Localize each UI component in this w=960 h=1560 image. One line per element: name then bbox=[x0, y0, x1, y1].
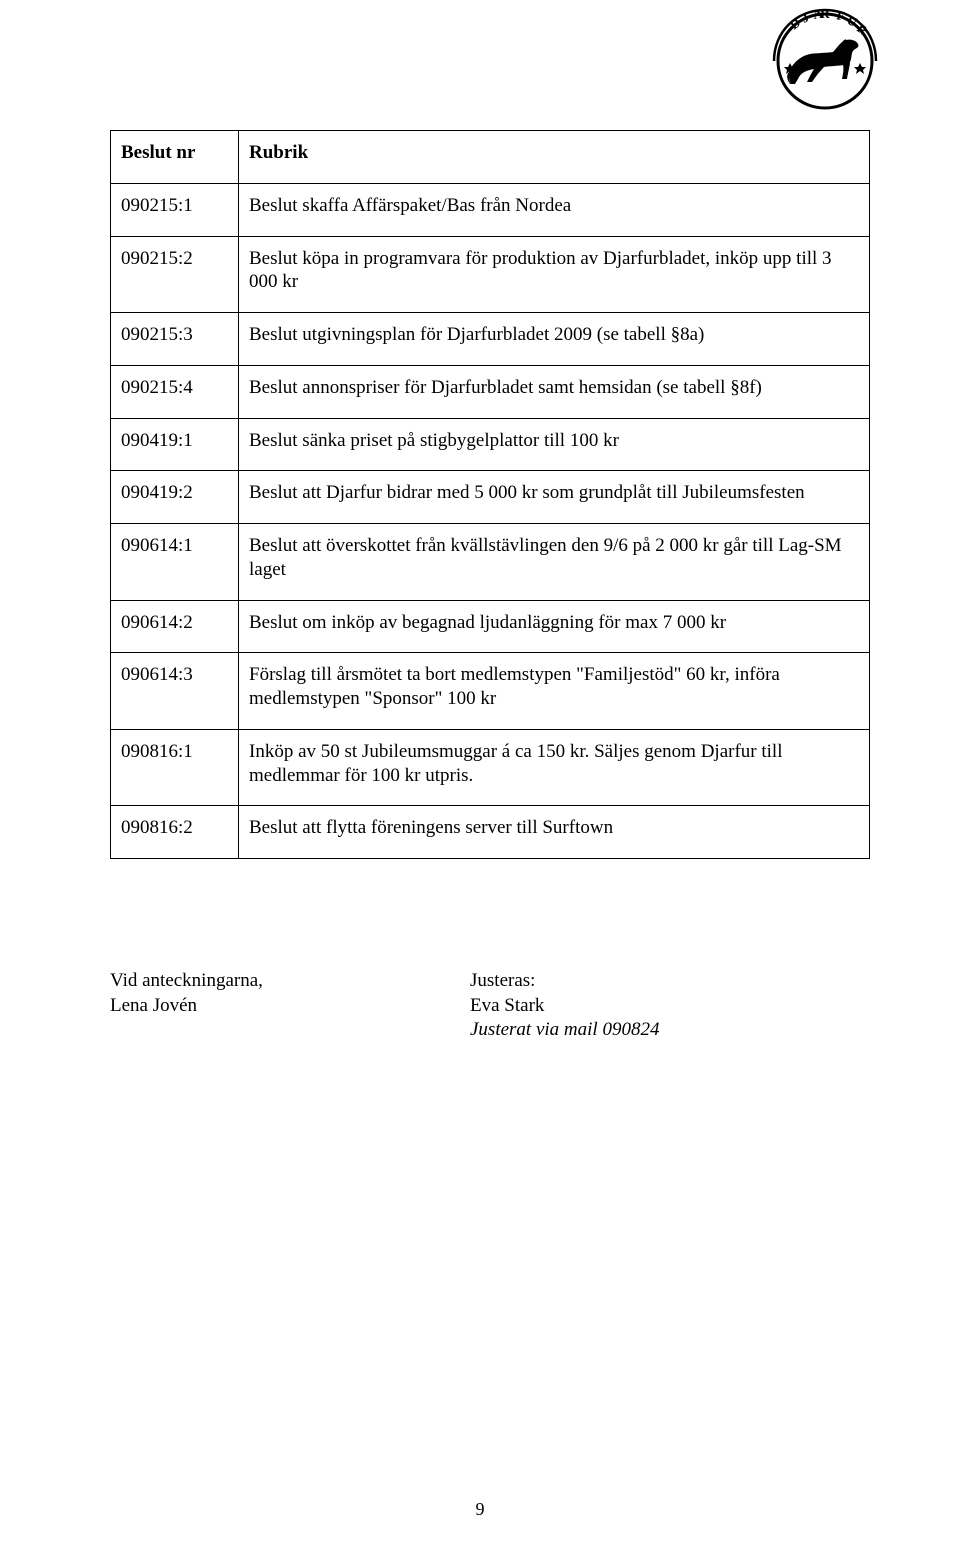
sig-right-line1: Justeras: bbox=[470, 969, 659, 994]
cell-nr: 090816:2 bbox=[111, 806, 239, 859]
svg-text:R: R bbox=[820, 8, 830, 21]
cell-rubrik: Förslag till årsmötet ta bort medlemstyp… bbox=[239, 653, 870, 730]
cell-nr: 090614:1 bbox=[111, 524, 239, 601]
header-rubrik: Rubrik bbox=[239, 131, 870, 184]
cell-rubrik: Beslut sänka priset på stigbygelplattor … bbox=[239, 418, 870, 471]
cell-rubrik: Beslut om inköp av begagnad ljudanläggni… bbox=[239, 600, 870, 653]
logo-svg: D J A R F U R bbox=[770, 8, 880, 114]
table-row: 090419:2Beslut att Djarfur bidrar med 5 … bbox=[111, 471, 870, 524]
page: D J A R F U R Beslut bbox=[0, 0, 960, 1560]
cell-nr: 090419:2 bbox=[111, 471, 239, 524]
cell-rubrik: Beslut köpa in programvara för produktio… bbox=[239, 236, 870, 313]
sig-left-line1: Vid anteckningarna, bbox=[110, 969, 470, 994]
signature-right: Justeras: Eva Stark Justerat via mail 09… bbox=[470, 969, 659, 1043]
cell-nr: 090215:1 bbox=[111, 183, 239, 236]
sig-right-line3: Justerat via mail 090824 bbox=[470, 1018, 659, 1043]
table-row: 090816:1Inköp av 50 st Jubileumsmuggar á… bbox=[111, 729, 870, 806]
page-number: 9 bbox=[0, 1499, 960, 1520]
cell-rubrik: Beslut skaffa Affärspaket/Bas från Norde… bbox=[239, 183, 870, 236]
table-row: 090614:2Beslut om inköp av begagnad ljud… bbox=[111, 600, 870, 653]
table-row: 090614:3Förslag till årsmötet ta bort me… bbox=[111, 653, 870, 730]
cell-nr: 090614:2 bbox=[111, 600, 239, 653]
cell-rubrik: Beslut att överskottet från kvällstävlin… bbox=[239, 524, 870, 601]
cell-nr: 090614:3 bbox=[111, 653, 239, 730]
table-row: 090215:2Beslut köpa in programvara för p… bbox=[111, 236, 870, 313]
cell-rubrik: Beslut annonspriser för Djarfurbladet sa… bbox=[239, 365, 870, 418]
signature-left: Vid anteckningarna, Lena Jovén bbox=[110, 969, 470, 1043]
cell-nr: 090215:4 bbox=[111, 365, 239, 418]
cell-nr: 090816:1 bbox=[111, 729, 239, 806]
signatures: Vid anteckningarna, Lena Jovén Justeras:… bbox=[110, 969, 870, 1043]
content: Beslut nr Rubrik 090215:1Beslut skaffa A… bbox=[110, 30, 870, 1043]
djarfur-logo: D J A R F U R bbox=[770, 8, 880, 114]
decisions-table: Beslut nr Rubrik 090215:1Beslut skaffa A… bbox=[110, 130, 870, 859]
table-row: 090816:2Beslut att flytta föreningens se… bbox=[111, 806, 870, 859]
table-header-row: Beslut nr Rubrik bbox=[111, 131, 870, 184]
cell-rubrik: Beslut att Djarfur bidrar med 5 000 kr s… bbox=[239, 471, 870, 524]
cell-nr: 090419:1 bbox=[111, 418, 239, 471]
sig-right-line2: Eva Stark bbox=[470, 994, 659, 1019]
sig-left-line2: Lena Jovén bbox=[110, 994, 470, 1019]
table-row: 090419:1Beslut sänka priset på stigbygel… bbox=[111, 418, 870, 471]
table-row: 090614:1Beslut att överskottet från kväl… bbox=[111, 524, 870, 601]
cell-rubrik: Beslut utgivningsplan för Djarfurbladet … bbox=[239, 313, 870, 366]
cell-rubrik: Beslut att flytta föreningens server til… bbox=[239, 806, 870, 859]
header-beslut-nr: Beslut nr bbox=[111, 131, 239, 184]
cell-rubrik: Inköp av 50 st Jubileumsmuggar á ca 150 … bbox=[239, 729, 870, 806]
cell-nr: 090215:2 bbox=[111, 236, 239, 313]
table-row: 090215:1Beslut skaffa Affärspaket/Bas fr… bbox=[111, 183, 870, 236]
svg-text:F: F bbox=[835, 8, 846, 24]
table-row: 090215:3Beslut utgivningsplan för Djarfu… bbox=[111, 313, 870, 366]
cell-nr: 090215:3 bbox=[111, 313, 239, 366]
table-row: 090215:4Beslut annonspriser för Djarfurb… bbox=[111, 365, 870, 418]
